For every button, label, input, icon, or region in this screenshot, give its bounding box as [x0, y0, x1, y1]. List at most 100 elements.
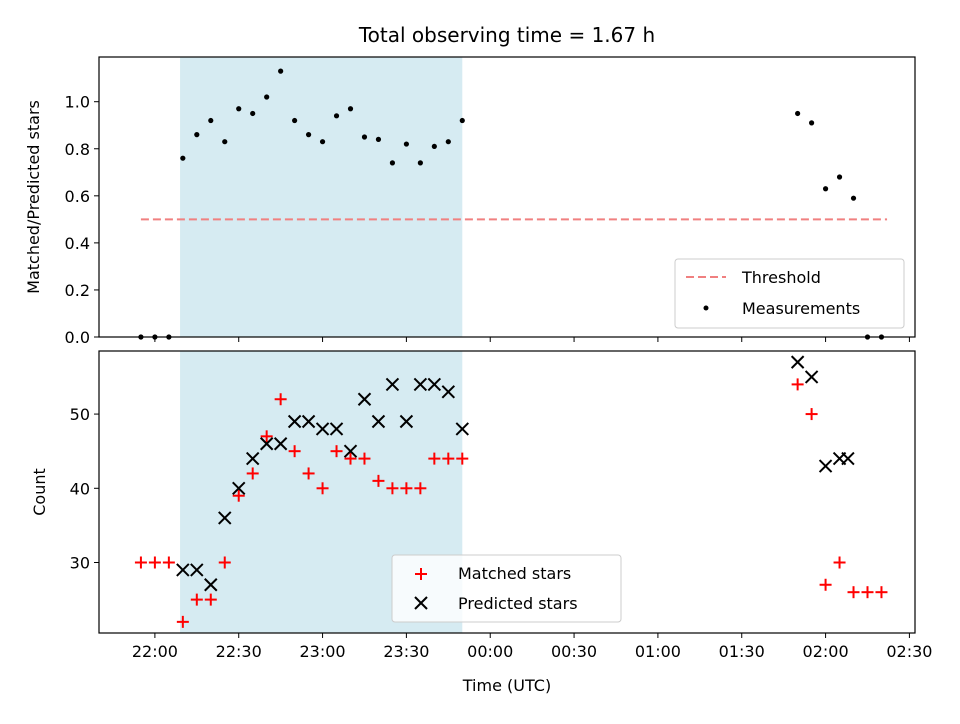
measurement-point [361, 134, 368, 140]
matched-star-point [358, 452, 371, 465]
x-tick-label: 22:00 [132, 642, 178, 661]
x-tick-label: 00:30 [551, 642, 597, 661]
matched-star-point [414, 482, 427, 495]
measurement-point [375, 136, 382, 142]
measurement-point [208, 117, 214, 124]
count-y-tick-label: 30 [70, 554, 90, 573]
measurement-point [431, 143, 437, 150]
ratio-y-tick-label: 0.2 [65, 281, 90, 300]
predicted-star-point [385, 377, 400, 392]
count-legend-box [391, 554, 622, 623]
matched-star-point [162, 556, 175, 569]
matched-star-point [176, 615, 189, 628]
x-tick-label: 23:30 [383, 642, 429, 661]
measurement-point [795, 110, 801, 117]
matched-star-point [134, 556, 147, 569]
x-tick-label: 00:00 [467, 642, 513, 661]
ratio-y-tick-label: 1.0 [65, 93, 90, 112]
predicted-star-point [218, 511, 232, 525]
matched-star-point [791, 378, 804, 391]
matched-star-point [288, 445, 301, 458]
matched-star-point [330, 445, 343, 458]
measurement-point [822, 186, 829, 192]
x-axis-label: Time (UTC) [462, 676, 551, 695]
matched-star-point [875, 586, 888, 599]
measurement-point [445, 139, 451, 145]
predicted-star-point [245, 451, 260, 466]
measurement-point [347, 106, 354, 112]
x-tick-label: 01:30 [719, 642, 765, 661]
measurement-point [333, 113, 340, 119]
count-plot-area [134, 355, 888, 628]
matched-star-point [232, 489, 245, 502]
matched-star-point [344, 452, 357, 465]
legend-threshold-label: Threshold [741, 268, 821, 287]
predicted-star-point [329, 422, 344, 436]
measurement-point [836, 174, 843, 180]
ratio-panel: 0.0 0.2 0.4 0.6 0.8 1.0 Total observing time … [24, 23, 916, 347]
measurement-point [250, 110, 256, 117]
predicted-star-point [818, 459, 833, 473]
matched-star-point [833, 556, 846, 569]
predicted-star-point [176, 563, 190, 577]
matched-star-point [861, 586, 874, 599]
measurement-point [417, 160, 423, 166]
count-y-tick-label: 40 [70, 479, 90, 498]
matched-star-point [246, 467, 259, 480]
predicted-star-point [301, 414, 316, 429]
ratio-y-tick-label: 0.4 [65, 234, 90, 253]
legend-matched-swatch [415, 568, 427, 580]
ratio-y-tick-label: 0.0 [65, 328, 90, 347]
ratio-legend-box [674, 258, 905, 329]
measurement-point [403, 141, 409, 147]
count-legend: Matched stars Predicted stars [391, 554, 622, 623]
x-tick-label: 02:00 [803, 642, 849, 661]
matched-star-point [204, 593, 217, 606]
predicted-star-point [287, 414, 302, 429]
ratio-y-axis-label: Matched/Predicted stars [24, 100, 43, 294]
matched-star-point [428, 452, 441, 465]
measurement-point [809, 120, 815, 126]
predicted-star-point [343, 444, 358, 458]
measurement-point [389, 160, 396, 166]
measurement-point [292, 117, 298, 124]
matched-star-point [260, 430, 273, 443]
x-tick-label: 22:30 [216, 642, 262, 661]
predicted-star-point [441, 385, 456, 399]
measurement-point [278, 68, 284, 74]
count-y-tick-label: 50 [70, 405, 90, 424]
predicted-star-point [413, 377, 428, 392]
x-tick-label: 01:00 [635, 642, 681, 661]
measurement-point [236, 106, 242, 112]
matched-star-point [218, 556, 231, 569]
ratio-plot-area [138, 68, 888, 340]
count-axes-frame [98, 350, 916, 634]
measurement-point [222, 139, 228, 145]
predicted-star-point [259, 437, 274, 451]
observing-window-shade [180, 57, 463, 337]
ratio-axes-frame [98, 56, 916, 338]
legend-predicted-label: Predicted stars [458, 594, 578, 613]
predicted-star-point [371, 414, 386, 429]
predicted-star-point [399, 414, 414, 429]
predicted-star-point [357, 392, 372, 406]
legend-measurements-label: Measurements [742, 299, 860, 318]
predicted-star-point [273, 437, 288, 451]
matched-star-point [805, 408, 818, 421]
matched-star-point [386, 482, 399, 495]
count-y-axis-label: Count [30, 468, 49, 516]
matched-star-point [819, 578, 832, 591]
matched-star-point [316, 482, 329, 495]
predicted-star-point [841, 451, 855, 466]
matched-star-point [302, 467, 315, 480]
legend-predicted-swatch [414, 596, 428, 610]
matched-star-point [456, 452, 469, 465]
legend-measurements-swatch [703, 305, 709, 311]
x-tick-label: 02:30 [886, 642, 932, 661]
measurement-point [459, 117, 465, 124]
predicted-star-point [190, 563, 204, 577]
predicted-star-point [427, 377, 442, 392]
measurement-point [194, 132, 200, 138]
matched-star-point [274, 393, 287, 406]
